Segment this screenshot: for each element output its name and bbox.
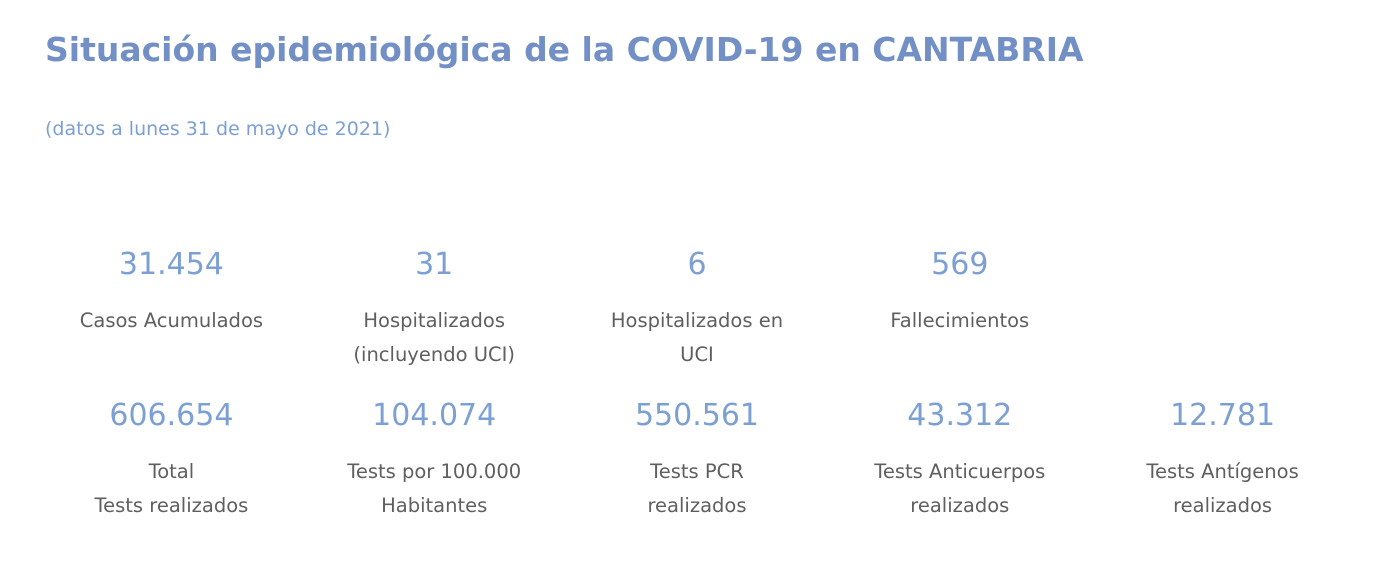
stat-label-line: Hospitalizados (363, 309, 506, 332)
stat-label-line: Habitantes (381, 494, 488, 517)
stat-label: Casos Acumulados (40, 304, 303, 338)
stat-value: 569 (931, 247, 989, 282)
stat-hospitalizados-uci: 6 Hospitalizados en UCI (566, 248, 829, 372)
stat-fallecimientos: 569 Fallecimientos (828, 248, 1091, 372)
stat-label: Tests Antígenos realizados (1091, 455, 1354, 523)
stat-label-line: Hospitalizados en (610, 309, 784, 332)
stat-label-line: Tests realizados (94, 494, 249, 517)
page-title: Situación epidemiológica de la COVID-19 … (45, 30, 1084, 69)
stat-label: Fallecimientos (828, 304, 1091, 338)
stat-tests-por-100000: 104.074 Tests por 100.000 Habitantes (303, 399, 566, 523)
stat-value: 550.561 (634, 398, 760, 433)
stat-label-line: (incluyendo UCI) (353, 343, 515, 366)
stat-label: Hospitalizados en UCI (566, 304, 829, 372)
stat-label-line: realizados (910, 494, 1010, 517)
stat-casos-acumulados: 31.454 Casos Acumulados (40, 248, 303, 372)
stat-total-tests: 606.654 Total Tests realizados (40, 399, 303, 523)
stat-tests-pcr: 550.561 Tests PCR realizados (566, 399, 829, 523)
stat-label-line: UCI (680, 343, 714, 366)
stat-label-line: Casos Acumulados (79, 309, 264, 332)
page-subtitle: (datos a lunes 31 de mayo de 2021) (45, 118, 391, 140)
stat-value: 31 (415, 247, 454, 282)
stat-value: 43.312 (907, 398, 1013, 433)
stats-row-2: 606.654 Total Tests realizados 104.074 T… (40, 399, 1354, 523)
stat-label: Hospitalizados (incluyendo UCI) (303, 304, 566, 372)
stat-label-line: Total (148, 460, 195, 483)
stat-empty-cell (1091, 248, 1354, 372)
stat-label-line: realizados (647, 494, 747, 517)
stat-label-line: Tests por 100.000 (347, 460, 522, 483)
stat-label: Tests PCR realizados (566, 455, 829, 523)
stat-value: 31.454 (118, 247, 224, 282)
stat-value: 12.781 (1170, 398, 1276, 433)
stat-label-line: Tests Antígenos (1146, 460, 1299, 483)
stat-label-line: Tests PCR (650, 460, 744, 483)
stat-tests-anticuerpos: 43.312 Tests Anticuerpos realizados (828, 399, 1091, 523)
stat-tests-antigenos: 12.781 Tests Antígenos realizados (1091, 399, 1354, 523)
stat-label: Tests por 100.000 Habitantes (303, 455, 566, 523)
stats-row-1: 31.454 Casos Acumulados 31 Hospitalizado… (40, 248, 1354, 372)
stat-label: Tests Anticuerpos realizados (828, 455, 1091, 523)
stat-label-line: Fallecimientos (890, 309, 1030, 332)
stats-section: 31.454 Casos Acumulados 31 Hospitalizado… (40, 248, 1354, 523)
stat-label-line: Tests Anticuerpos (874, 460, 1046, 483)
stat-label: Total Tests realizados (40, 455, 303, 523)
stat-value: 606.654 (109, 398, 234, 433)
stat-hospitalizados: 31 Hospitalizados (incluyendo UCI) (303, 248, 566, 372)
stat-label-line: realizados (1173, 494, 1273, 517)
stat-value: 6 (687, 247, 707, 282)
stat-value: 104.074 (372, 398, 497, 433)
